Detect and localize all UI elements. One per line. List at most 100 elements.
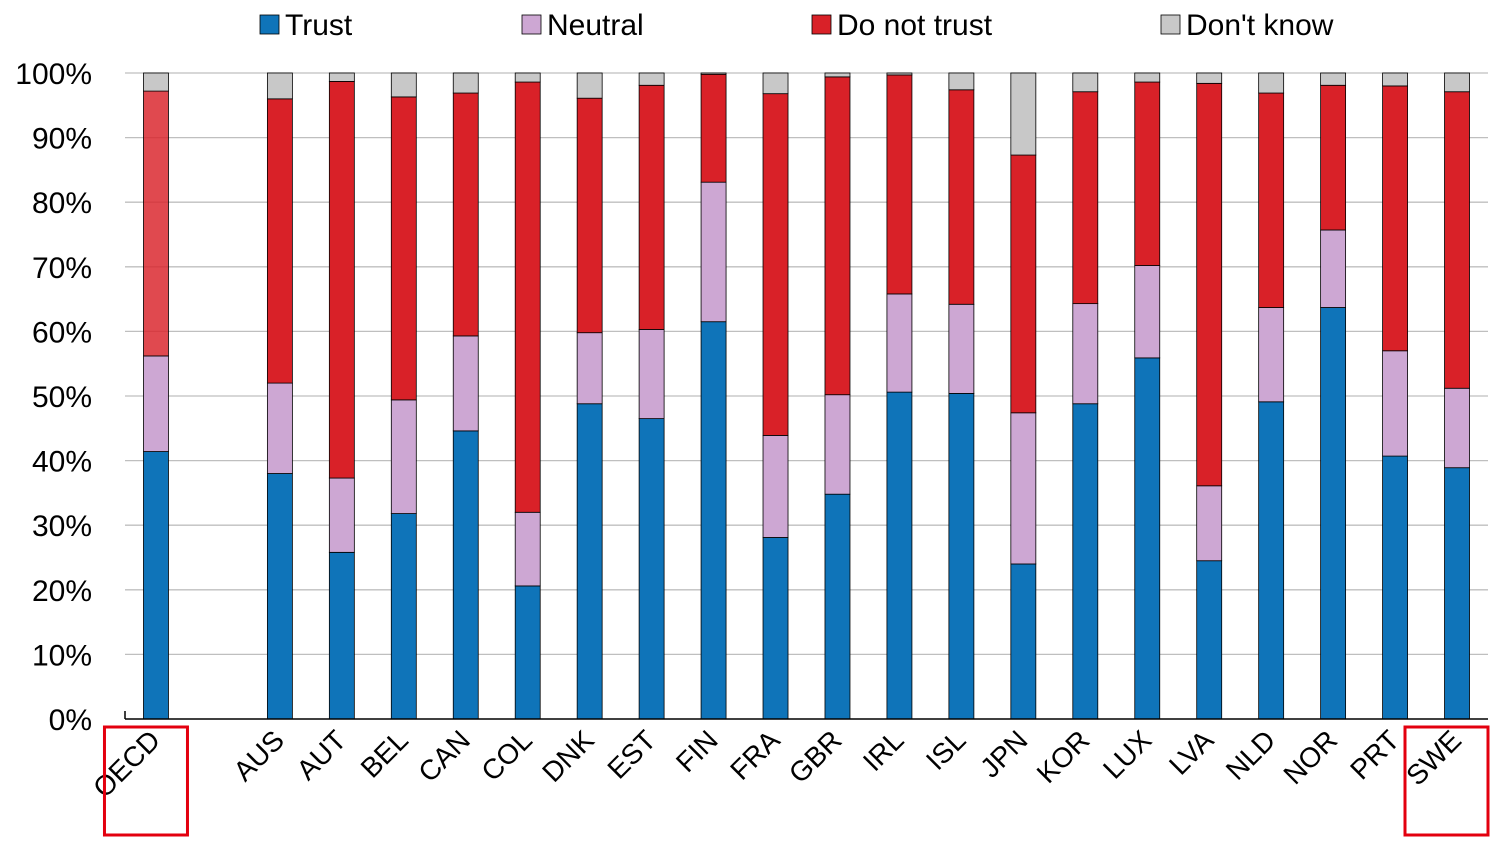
y-tick-label: 0% [49, 704, 92, 737]
bar-kor-neutral [1072, 303, 1099, 405]
bar-dnk-neutral [576, 332, 603, 405]
bar-dnk-don-t-know [576, 72, 603, 99]
x-tick-label: IRL [857, 724, 910, 777]
bar-kor-don-t-know [1072, 72, 1099, 93]
bar-aut-trust [328, 551, 355, 720]
bar-bel-don-t-know [390, 72, 417, 98]
bar-swe-don-t-know [1444, 72, 1470, 93]
bar-aus-don-t-know [266, 72, 293, 100]
bar-dnk-do-not-trust [576, 97, 603, 334]
bar-nld-neutral [1258, 307, 1285, 403]
bar-bel-trust [390, 513, 417, 720]
x-tick-label: KOR [1031, 724, 1096, 789]
x-tick-label: ISL [920, 724, 972, 776]
bar-swe-neutral [1444, 387, 1470, 469]
x-tick-label: CAN [412, 724, 476, 788]
bar-can-neutral [452, 335, 479, 432]
bar-lva-don-t-know [1196, 72, 1223, 84]
x-tick-label: NOR [1277, 724, 1343, 790]
y-tick-label: 80% [32, 187, 92, 220]
x-tick-label: EST [601, 724, 661, 784]
legend-swatch [1160, 14, 1181, 35]
legend-label: Do not trust [837, 9, 993, 42]
legend-label: Don't know [1186, 9, 1334, 42]
bar-dnk-trust [576, 403, 603, 720]
bar-aut-do-not-trust [328, 80, 355, 479]
y-tick-label: 60% [32, 316, 92, 349]
bar-fin-don-t-know [700, 72, 727, 75]
bar-fin-neutral [700, 181, 727, 323]
bars [143, 72, 1470, 720]
bar-nor-do-not-trust [1320, 84, 1347, 231]
bar-isl-do-not-trust [948, 89, 975, 305]
bar-prt-do-not-trust [1382, 85, 1408, 352]
bar-bel-do-not-trust [390, 96, 417, 401]
bar-col-neutral [514, 511, 541, 587]
highlight-box-swe [1403, 725, 1490, 837]
bar-col-trust [514, 585, 541, 720]
x-tick-label: COL [475, 724, 538, 787]
legend-swatch [521, 14, 542, 35]
legend-label: Trust [285, 9, 353, 42]
x-tick-label: FIN [670, 724, 724, 778]
bar-fra-do-not-trust [762, 93, 789, 436]
x-tick-label: DNK [536, 724, 600, 788]
legend-swatch [259, 14, 280, 35]
bar-irl-do-not-trust [886, 74, 913, 295]
x-tick-label: GBR [783, 724, 848, 789]
bar-nld-do-not-trust [1258, 92, 1285, 308]
y-axis: 0% 10% 20% 30% 40% 50% 60% 70% 80% 90% 100% [15, 58, 92, 737]
x-tick-label: LUX [1097, 724, 1158, 785]
bar-lux-don-t-know [1134, 72, 1161, 83]
y-tick-label: 10% [32, 639, 92, 672]
bar-est-don-t-know [638, 72, 665, 86]
bar-gbr-don-t-know [824, 72, 851, 78]
bar-can-don-t-know [452, 72, 479, 94]
bar-fra-don-t-know [762, 72, 789, 95]
bar-oecd-neutral [143, 355, 169, 452]
y-tick-label: 50% [32, 381, 92, 414]
bar-aus-trust [266, 473, 293, 720]
bar-gbr-trust [824, 493, 851, 720]
legend: Trust Neutral Do not trust Don't know [259, 9, 1334, 42]
bar-can-do-not-trust [452, 92, 479, 337]
bar-lux-trust [1134, 357, 1161, 720]
bar-aus-neutral [266, 382, 293, 474]
bar-lva-neutral [1196, 485, 1223, 562]
legend-swatch [811, 14, 832, 35]
bar-swe-do-not-trust [1444, 91, 1470, 389]
bar-oecd-do-not-trust [143, 90, 169, 357]
bar-isl-neutral [948, 303, 975, 394]
bar-nor-neutral [1320, 229, 1347, 308]
x-tick-label: FRA [724, 724, 786, 786]
bar-prt-trust [1382, 455, 1408, 720]
y-tick-label: 20% [32, 575, 92, 608]
bar-lva-do-not-trust [1196, 82, 1223, 487]
bar-irl-neutral [886, 293, 913, 393]
bar-jpn-don-t-know [1010, 72, 1037, 156]
bar-prt-neutral [1382, 350, 1408, 457]
x-tick-label: AUT [291, 724, 353, 786]
bar-aut-neutral [328, 477, 355, 553]
bar-est-do-not-trust [638, 84, 665, 330]
y-tick-label: 30% [32, 510, 92, 543]
bar-swe-trust [1444, 467, 1470, 720]
bar-fra-neutral [762, 435, 789, 538]
bar-aus-do-not-trust [266, 98, 293, 384]
bar-nld-trust [1258, 401, 1285, 720]
bar-oecd-don-t-know [143, 72, 169, 92]
bar-est-trust [638, 418, 665, 720]
bar-irl-trust [886, 391, 913, 720]
x-tick-label: LVA [1163, 724, 1220, 781]
x-tick-label: BEL [355, 724, 414, 783]
x-tick-label: JPN [974, 724, 1033, 783]
bar-jpn-trust [1010, 563, 1037, 720]
bar-jpn-neutral [1010, 412, 1037, 565]
y-tick-label: 90% [32, 123, 92, 156]
bar-aut-don-t-know [328, 72, 355, 82]
bar-kor-do-not-trust [1072, 91, 1099, 305]
bar-bel-neutral [390, 399, 417, 514]
bar-lux-neutral [1134, 265, 1161, 359]
